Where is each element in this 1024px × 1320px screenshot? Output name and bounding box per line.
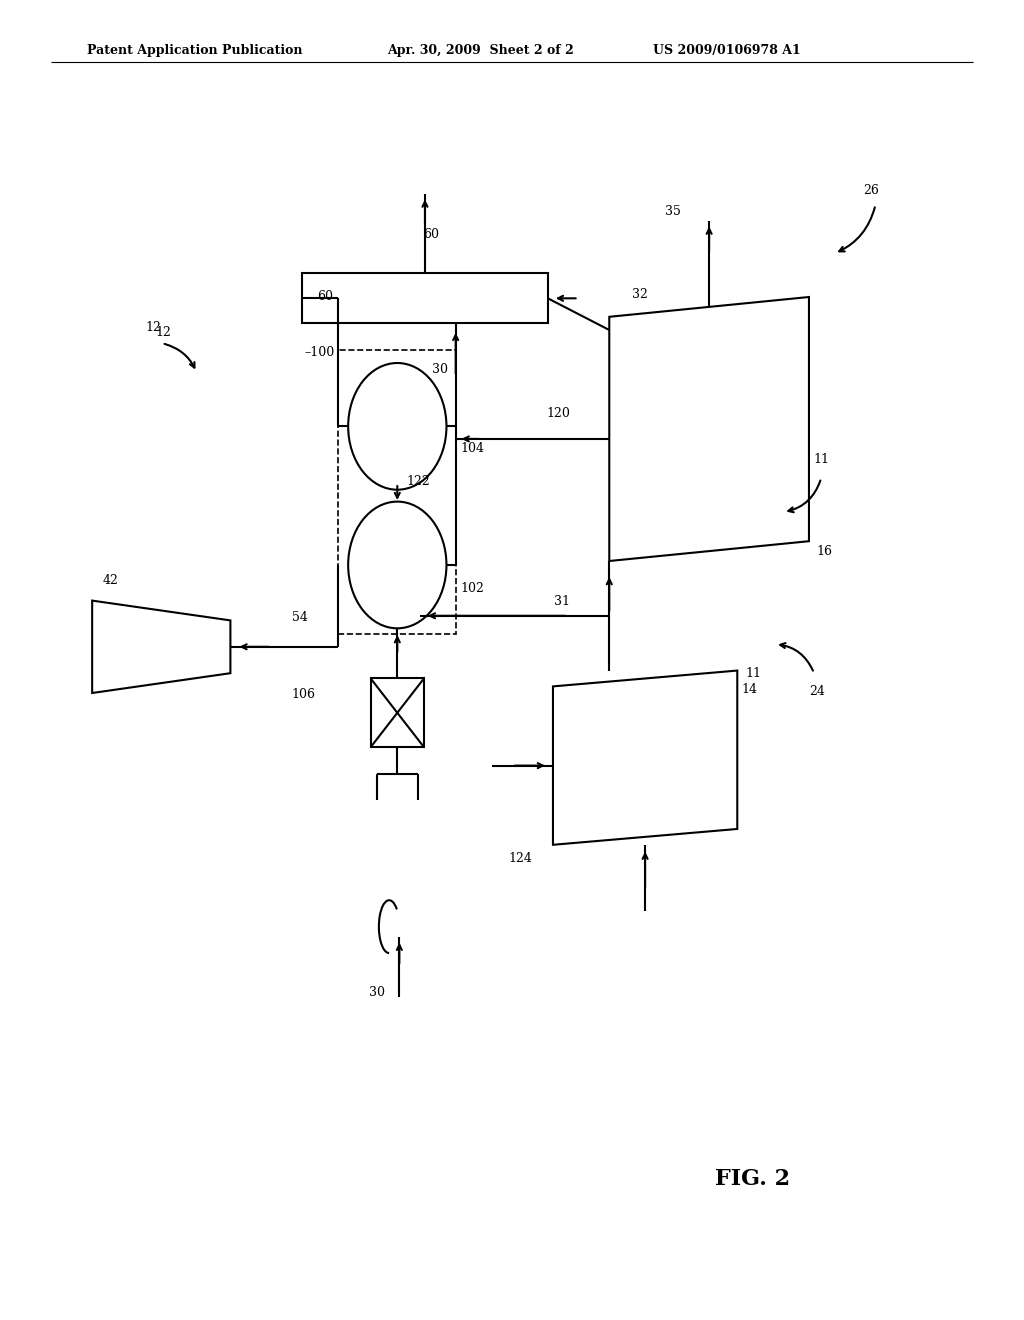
Text: 12: 12 [145,321,162,334]
Text: 124: 124 [509,851,532,865]
Text: 104: 104 [461,442,484,455]
Text: 120: 120 [547,407,570,420]
Text: 11: 11 [745,667,762,680]
Text: 14: 14 [741,682,758,696]
Text: Apr. 30, 2009  Sheet 2 of 2: Apr. 30, 2009 Sheet 2 of 2 [387,44,573,57]
Text: Patent Application Publication: Patent Application Publication [87,44,302,57]
Text: 30: 30 [432,363,449,376]
Text: 122: 122 [407,475,430,488]
Text: 32: 32 [632,288,648,301]
Text: 60: 60 [423,228,439,242]
Text: 54: 54 [292,611,308,624]
Text: 30: 30 [369,986,385,999]
Text: US 2009/0106978 A1: US 2009/0106978 A1 [653,44,801,57]
Text: FIG. 2: FIG. 2 [715,1168,791,1189]
Text: 12: 12 [156,326,172,339]
Text: 31: 31 [554,595,570,609]
Text: 102: 102 [461,582,484,595]
Text: 60: 60 [317,290,334,304]
Bar [302,273,548,323]
Text: –100: –100 [304,346,335,359]
Text: 26: 26 [863,183,880,197]
Text: 35: 35 [665,205,681,218]
Text: 11: 11 [813,453,829,466]
Bar [371,678,424,747]
Text: 16: 16 [816,545,833,558]
Text: 106: 106 [292,688,315,701]
Text: 24: 24 [809,685,825,698]
Text: 42: 42 [102,574,119,587]
Bar [338,350,456,634]
